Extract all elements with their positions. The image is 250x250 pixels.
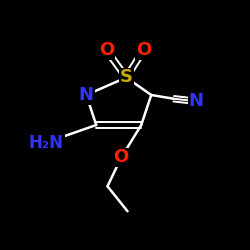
Text: O: O	[114, 148, 129, 166]
Text: S: S	[120, 68, 133, 86]
Text: H₂N: H₂N	[29, 134, 64, 152]
Text: N: N	[189, 92, 204, 110]
Text: N: N	[79, 86, 94, 104]
Text: O: O	[136, 41, 152, 59]
Text: O: O	[98, 41, 114, 59]
